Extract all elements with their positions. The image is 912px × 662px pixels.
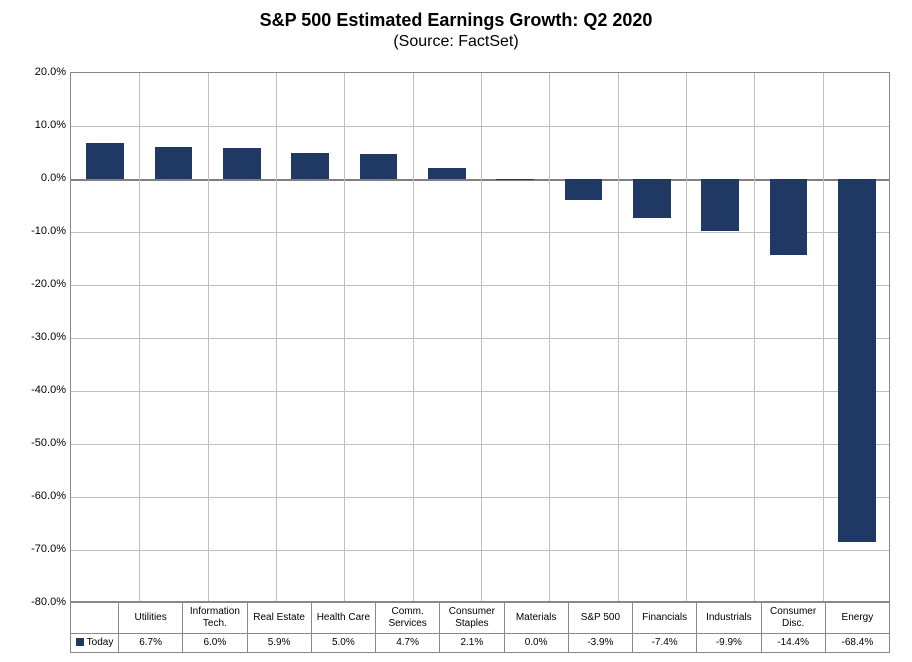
category-label: Energy [825, 603, 889, 634]
category-label: Comm. Services [376, 603, 440, 634]
value-cell: 4.7% [376, 634, 440, 653]
chart-container: S&P 500 Estimated Earnings Growth: Q2 20… [0, 0, 912, 662]
y-tick-label: 20.0% [6, 66, 66, 78]
bar [291, 153, 329, 180]
value-cell: 6.0% [183, 634, 247, 653]
bar [565, 179, 603, 200]
value-cell: 6.7% [119, 634, 183, 653]
y-tick-label: 0.0% [6, 172, 66, 184]
category-label: Materials [504, 603, 568, 634]
zero-line [71, 179, 889, 181]
chart-subtitle: (Source: FactSet) [0, 33, 912, 51]
y-tick-label: -30.0% [6, 331, 66, 343]
category-label: Real Estate [247, 603, 311, 634]
category-label: Utilities [119, 603, 183, 634]
gridline [71, 444, 889, 445]
bar [838, 179, 876, 542]
value-cell: -68.4% [825, 634, 889, 653]
bar [155, 147, 193, 179]
y-tick-label: -80.0% [6, 596, 66, 608]
gridline [71, 232, 889, 233]
category-separator [549, 73, 550, 601]
y-tick-label: -60.0% [6, 490, 66, 502]
category-separator [139, 73, 140, 601]
bar [428, 168, 466, 179]
gridline [71, 338, 889, 339]
data-table: UtilitiesInformation Tech.Real EstateHea… [70, 602, 890, 653]
value-cell: -7.4% [633, 634, 697, 653]
bar [86, 143, 124, 179]
category-separator [276, 73, 277, 601]
legend-label: Today [87, 637, 114, 648]
category-label: Financials [633, 603, 697, 634]
category-separator [618, 73, 619, 601]
value-cell: -3.9% [568, 634, 632, 653]
bar [496, 179, 534, 180]
category-separator [481, 73, 482, 601]
legend-header-cell [71, 603, 119, 634]
y-tick-label: 10.0% [6, 119, 66, 131]
y-tick-label: -70.0% [6, 543, 66, 555]
bar [223, 148, 261, 179]
gridline [71, 497, 889, 498]
y-tick-label: -20.0% [6, 278, 66, 290]
category-label: S&P 500 [568, 603, 632, 634]
value-cell: 2.1% [440, 634, 504, 653]
category-label: Information Tech. [183, 603, 247, 634]
value-cell: 5.0% [311, 634, 375, 653]
chart-title: S&P 500 Estimated Earnings Growth: Q2 20… [0, 10, 912, 31]
y-tick-label: -50.0% [6, 437, 66, 449]
bar [633, 179, 671, 218]
category-separator [686, 73, 687, 601]
value-cell: -9.9% [697, 634, 761, 653]
category-separator [344, 73, 345, 601]
bar [360, 154, 398, 179]
value-cell: -14.4% [761, 634, 825, 653]
category-separator [754, 73, 755, 601]
y-tick-label: -10.0% [6, 225, 66, 237]
legend-cell: Today [71, 634, 119, 653]
category-label: Industrials [697, 603, 761, 634]
y-tick-label: -40.0% [6, 384, 66, 396]
legend-swatch [76, 638, 84, 646]
category-separator [413, 73, 414, 601]
value-cell: 5.9% [247, 634, 311, 653]
gridline [71, 391, 889, 392]
bar [701, 179, 739, 231]
title-block: S&P 500 Estimated Earnings Growth: Q2 20… [0, 0, 912, 51]
gridline [71, 126, 889, 127]
gridline [71, 550, 889, 551]
plot-area [70, 72, 890, 602]
bar [770, 179, 808, 255]
gridline [71, 285, 889, 286]
category-label: Consumer Staples [440, 603, 504, 634]
table-value-row: Today 6.7%6.0%5.9%5.0%4.7%2.1%0.0%-3.9%-7… [71, 634, 890, 653]
value-cell: 0.0% [504, 634, 568, 653]
category-label: Health Care [311, 603, 375, 634]
category-separator [208, 73, 209, 601]
category-separator [823, 73, 824, 601]
table-header-row: UtilitiesInformation Tech.Real EstateHea… [71, 603, 890, 634]
category-label: Consumer Disc. [761, 603, 825, 634]
